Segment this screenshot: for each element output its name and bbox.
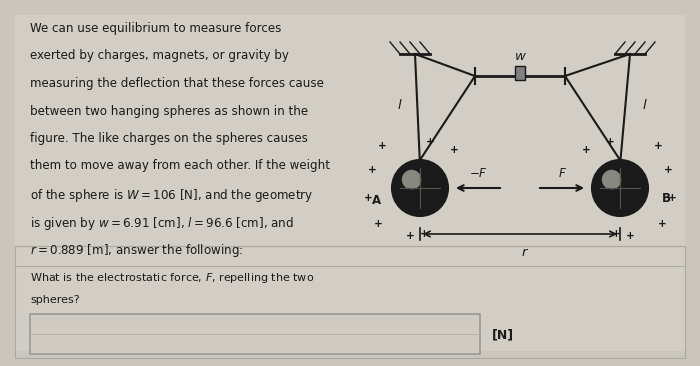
Text: A: A xyxy=(372,194,381,206)
Text: +: + xyxy=(363,193,372,203)
Circle shape xyxy=(602,170,622,189)
Text: $-F$: $-F$ xyxy=(468,167,487,180)
Text: $l$: $l$ xyxy=(397,98,402,112)
Text: $r$: $r$ xyxy=(521,246,529,259)
Text: What is the electrostatic force, $F$, repelling the two: What is the electrostatic force, $F$, re… xyxy=(30,271,314,285)
Text: +: + xyxy=(405,231,414,241)
Text: +: + xyxy=(606,137,615,147)
Text: +: + xyxy=(582,145,590,155)
Text: them to move away from each other. If the weight: them to move away from each other. If th… xyxy=(30,160,330,172)
Text: B: B xyxy=(662,191,671,205)
Text: +: + xyxy=(626,231,634,241)
Text: [N]: [N] xyxy=(492,329,514,341)
Text: +: + xyxy=(668,193,676,203)
Text: +: + xyxy=(419,229,428,239)
Text: $F$: $F$ xyxy=(558,167,566,180)
Text: measuring the deflection that these forces cause: measuring the deflection that these forc… xyxy=(30,77,324,90)
Text: $r = 0.889\ [\mathrm{m}]$, answer the following:: $r = 0.889\ [\mathrm{m}]$, answer the fo… xyxy=(30,242,244,259)
Text: +: + xyxy=(657,219,666,229)
Text: figure. The like charges on the spheres causes: figure. The like charges on the spheres … xyxy=(30,132,308,145)
Text: +: + xyxy=(368,165,377,175)
Bar xyxy=(515,66,525,80)
Text: $w$: $w$ xyxy=(514,49,526,63)
Circle shape xyxy=(402,170,421,189)
Text: +: + xyxy=(664,165,673,175)
Circle shape xyxy=(592,160,648,216)
Text: We can use equilibrium to measure forces: We can use equilibrium to measure forces xyxy=(30,22,281,35)
Text: spheres?: spheres? xyxy=(30,295,80,305)
Bar xyxy=(30,314,480,354)
Bar xyxy=(15,246,685,358)
Text: +: + xyxy=(377,141,386,151)
Text: is given by $w = 6.91\ [\mathrm{cm}]$, $l = 96.6\ [\mathrm{cm}]$, and: is given by $w = 6.91\ [\mathrm{cm}]$, $… xyxy=(30,214,294,232)
Text: +: + xyxy=(426,137,435,147)
Text: +: + xyxy=(374,219,382,229)
Text: +: + xyxy=(612,229,620,239)
Text: exerted by charges, magnets, or gravity by: exerted by charges, magnets, or gravity … xyxy=(30,49,289,63)
Text: between two hanging spheres as shown in the: between two hanging spheres as shown in … xyxy=(30,105,308,117)
Text: $l$: $l$ xyxy=(642,98,648,112)
Text: of the sphere is $W = 106\ [\mathrm{N}]$, and the geometry: of the sphere is $W = 106\ [\mathrm{N}]$… xyxy=(30,187,314,204)
Circle shape xyxy=(392,160,448,216)
Text: +: + xyxy=(654,141,662,151)
Text: +: + xyxy=(449,145,459,155)
